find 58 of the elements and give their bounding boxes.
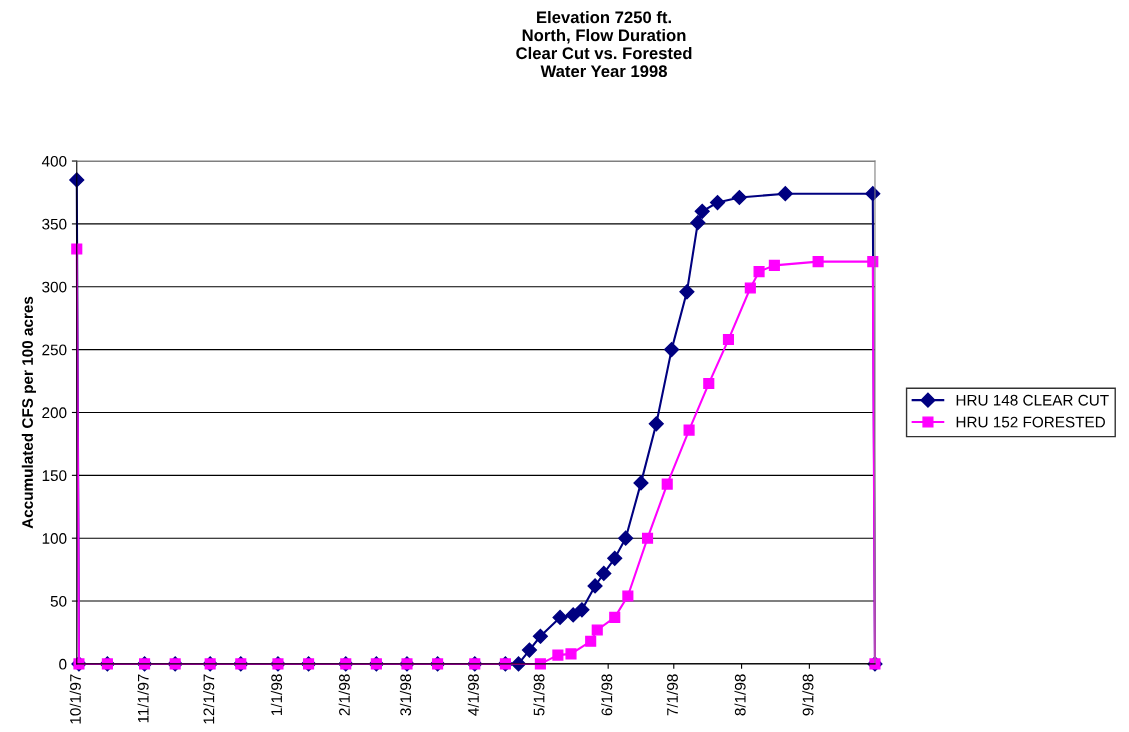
x-tick-label: 3/1/98 [399,674,412,716]
point [679,284,695,300]
x-tick-label: 6/1/98 [601,674,613,716]
point [768,259,780,271]
point [641,532,654,544]
point [703,378,715,390]
point [552,609,568,625]
point [722,334,735,346]
y-tick-label: 50 [50,595,67,607]
y-tick-label: 200 [42,407,67,419]
x-tick-label: 4/1/98 [467,674,479,716]
x-tick-label: 2/1/98 [338,674,350,716]
point [633,475,649,491]
point [607,550,623,566]
point [664,342,680,358]
x-tick-label: 5/1/98 [533,674,545,716]
x-tick-label: 9/1/98 [802,674,814,716]
point [552,649,564,661]
point [71,243,83,255]
y-tick-label: 150 [42,470,67,482]
y-tick-label: 400 [41,155,67,167]
legend-label: HRU 152 FORESTED [956,416,1105,428]
y-axis-title: Accumulated CFS per 100 acres [21,296,37,529]
y-tick-label: 250 [42,344,67,356]
chart-title: Elevation 7250 ft. North, Flow Duration Clear Cut vs. Forested Water Year 1998 [516,10,692,78]
x-tick-label: 10/1/97 [69,674,81,724]
y-tick-label: 350 [42,218,67,230]
point [731,189,747,206]
point [618,530,634,546]
point [661,478,673,490]
x-tick-label: 11/1/97 [137,674,149,723]
y-tick-label: 300 [42,281,67,293]
point [532,628,548,644]
point [694,203,710,219]
point [753,266,765,278]
point [777,186,793,202]
point [587,578,603,594]
point [648,416,664,432]
y-tick-label: 100 [42,533,67,544]
point [574,602,590,618]
point [622,590,634,602]
point [609,611,621,623]
x-tick-label: 1/1/98 [270,674,283,715]
y-tick-label: 0 [59,658,67,670]
x-tick-label: 12/1/97 [203,674,215,724]
point [521,642,538,658]
point [683,424,695,436]
legend-label: HRU 148 CLEAR CUT [956,394,1109,406]
point [585,635,597,647]
point [744,282,756,294]
point [591,624,603,636]
point [596,565,612,581]
point [812,256,824,268]
x-tick-label: 7/1/98 [666,674,678,716]
point [709,194,726,211]
point [565,648,577,660]
point [690,215,706,231]
x-tick-label: 8/1/98 [734,674,746,716]
